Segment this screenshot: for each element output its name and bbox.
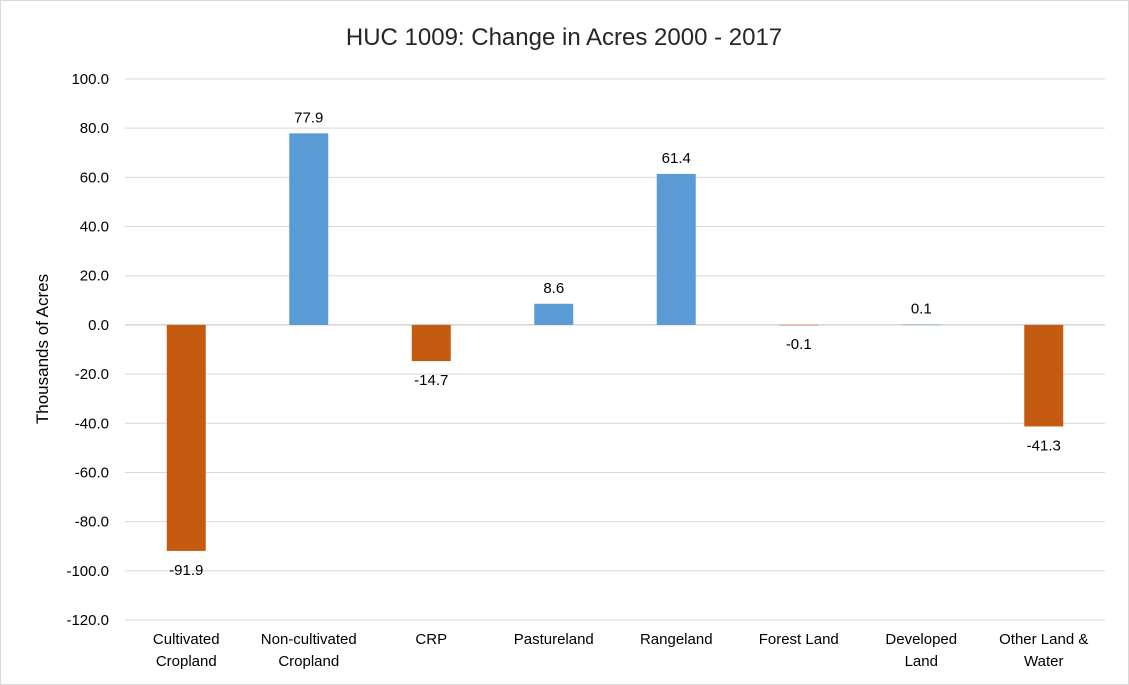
bar (1024, 324, 1064, 427)
y-tick-label: -40.0 (75, 415, 109, 432)
bar (534, 303, 574, 325)
x-category-label: Non-cultivated (261, 631, 357, 648)
gridlines (125, 78, 1105, 621)
data-labels: -91.9 77.9 -14.7 8.6 61.4 -0.1 0.1 -41.3 (169, 109, 1061, 579)
y-tick-label: 40.0 (80, 219, 109, 236)
data-label: 8.6 (543, 280, 564, 297)
x-category-label: Forest Land (759, 631, 839, 648)
x-category-label: CRP (415, 631, 447, 648)
y-axis-ticks: 100.0 80.0 60.0 40.0 20.0 0.0 -20.0 -40.0 -60.0 -… (66, 71, 109, 629)
data-label: -91.9 (169, 562, 203, 579)
data-label: 0.1 (911, 301, 932, 318)
y-tick-label: 100.0 (71, 71, 109, 88)
y-tick-label: -80.0 (75, 514, 109, 531)
y-tick-label: 20.0 (80, 268, 109, 285)
y-axis-label: Thousands of Acres (33, 274, 52, 424)
y-tick-label: -20.0 (75, 366, 109, 383)
y-tick-label: -100.0 (66, 563, 109, 580)
x-category-label: Land (905, 653, 938, 670)
bar (289, 133, 329, 325)
data-label: -14.7 (414, 372, 448, 389)
bar (779, 324, 819, 326)
chart-title: HUC 1009: Change in Acres 2000 - 2017 (346, 24, 782, 51)
data-label: -41.3 (1027, 437, 1061, 454)
y-tick-label: -60.0 (75, 464, 109, 481)
bars (166, 133, 1064, 551)
y-tick-label: 80.0 (80, 120, 109, 137)
x-category-label: Rangeland (640, 631, 713, 648)
x-category-label: Cultivated (153, 631, 220, 648)
bar (166, 324, 206, 551)
bar (411, 324, 451, 362)
y-tick-label: -120.0 (66, 612, 109, 629)
x-axis-categories: Cultivated Cropland Non-cultivated Cropland… (153, 631, 1088, 670)
x-category-label: Cropland (156, 653, 217, 670)
data-label: 77.9 (294, 109, 323, 126)
x-category-label: Pastureland (514, 631, 594, 648)
bar (656, 173, 696, 325)
x-category-label: Developed (885, 631, 957, 648)
y-tick-label: 0.0 (88, 317, 109, 334)
x-category-label: Cropland (278, 653, 339, 670)
bar (901, 324, 941, 326)
data-label: -0.1 (786, 336, 812, 353)
x-category-label: Water (1024, 653, 1063, 670)
y-tick-label: 60.0 (80, 169, 109, 186)
x-category-label: Other Land & (999, 631, 1088, 648)
data-label: 61.4 (662, 150, 691, 167)
